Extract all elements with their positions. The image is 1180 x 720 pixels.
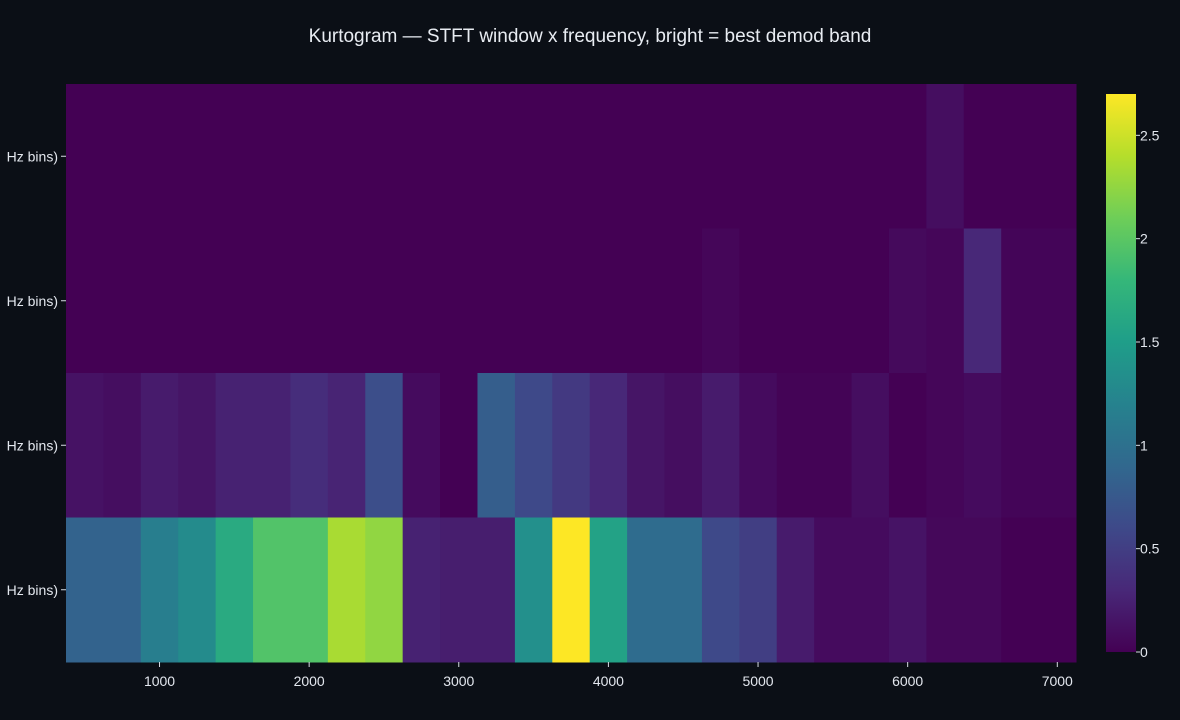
heatmap-cell <box>926 228 965 374</box>
heatmap-cell <box>402 517 441 663</box>
heatmap-cell <box>290 373 329 518</box>
colorbar-tick-label: 1 <box>1140 437 1148 453</box>
heatmap-cell <box>776 517 815 663</box>
heatmap-cell <box>103 373 142 518</box>
heatmap-cell <box>66 517 142 663</box>
heatmap-cell <box>327 373 366 518</box>
x-axis: 1000 2000 3000 4000 5000 6000 7000 <box>144 662 1073 689</box>
heatmap-cell <box>851 373 890 518</box>
heatmap-cell <box>739 517 778 663</box>
x-tick-label: 6000 <box>892 673 923 689</box>
heatmap-cell <box>552 517 591 663</box>
heatmap-cell <box>963 84 1077 229</box>
heatmap-cell <box>627 373 666 518</box>
heatmap-cell <box>664 373 703 518</box>
heatmap-cell <box>402 373 441 518</box>
colorbar-tick-label: 1.5 <box>1140 334 1160 350</box>
heatmap-cell <box>963 373 1002 518</box>
heatmap-cell <box>589 517 628 663</box>
heatmap-cell <box>926 373 965 518</box>
heatmap-cell <box>514 517 553 663</box>
heatmap-cell <box>66 228 703 374</box>
colorbar-tick-label: 0 <box>1140 644 1148 660</box>
heatmap-cell <box>253 517 329 663</box>
heatmap-cell <box>66 373 104 518</box>
x-tick-label: 1000 <box>144 673 175 689</box>
y-tick-label: Hz bins) <box>7 293 58 309</box>
heatmap-cell <box>888 517 927 663</box>
heatmap-cell <box>776 373 853 518</box>
heatmap-cell <box>440 373 478 518</box>
heatmap-cell <box>1001 517 1077 663</box>
heatmap-cell <box>215 517 254 663</box>
heatmap-cell <box>140 517 179 663</box>
heatmap-cell <box>739 228 890 374</box>
heatmap-cell <box>701 373 740 518</box>
colorbar-tick-label: 0.5 <box>1140 541 1160 557</box>
heatmap-cell <box>1001 373 1077 518</box>
heatmap-cell <box>963 228 1002 374</box>
heatmap-cell <box>701 517 740 663</box>
heatmap-cell <box>814 517 890 663</box>
heatmap-cell <box>701 228 740 374</box>
heatmap-cells <box>66 84 1077 663</box>
chart-title: Kurtogram — STFT window x frequency, bri… <box>309 26 872 47</box>
heatmap-cell <box>66 84 927 229</box>
x-tick-label: 5000 <box>742 673 773 689</box>
heatmap-cell <box>365 517 404 663</box>
x-tick-label: 3000 <box>443 673 474 689</box>
x-tick-label: 7000 <box>1042 673 1073 689</box>
heatmap-cell <box>365 373 404 518</box>
heatmap-cell <box>178 373 217 518</box>
x-tick-label: 2000 <box>294 673 325 689</box>
colorbar: 0 0.5 1 1.5 2 2.5 <box>1106 94 1160 660</box>
y-tick-label: Hz bins) <box>7 582 58 598</box>
colorbar-tick-label: 2 <box>1140 231 1148 247</box>
heatmap-cell <box>514 373 553 518</box>
x-tick-label: 4000 <box>593 673 624 689</box>
heatmap-cell <box>440 517 516 663</box>
heatmap-cell <box>215 373 291 518</box>
heatmap-cell <box>140 373 179 518</box>
heatmap-cell <box>1001 228 1077 374</box>
heatmap-cell <box>327 517 366 663</box>
heatmap-cell <box>739 373 778 518</box>
heatmap-cell <box>552 373 591 518</box>
colorbar-tick-label: 2.5 <box>1140 127 1160 143</box>
heatmap-cell <box>888 373 927 518</box>
y-tick-label: Hz bins) <box>7 437 58 453</box>
heatmap-cell <box>627 517 703 663</box>
y-axis: Hz bins) Hz bins) Hz bins) Hz bins) <box>7 148 66 598</box>
heatmap-cell <box>926 84 965 229</box>
colorbar-gradient <box>1106 94 1136 652</box>
heatmap-cell <box>926 517 1002 663</box>
heatmap-cell <box>178 517 217 663</box>
y-tick-label: Hz bins) <box>7 148 58 164</box>
heatmap-cell <box>888 228 927 374</box>
heatmap-cell <box>589 373 628 518</box>
heatmap-cell <box>477 373 516 518</box>
